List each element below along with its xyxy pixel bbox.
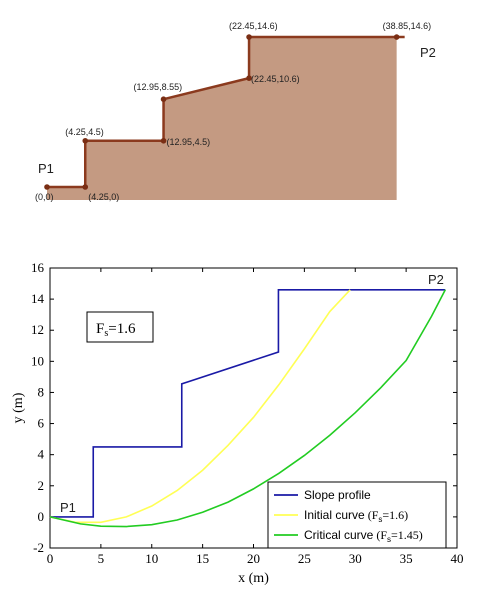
series-line-0 [50,288,446,518]
series-line-1 [49,289,351,524]
vertex-marker [44,184,50,190]
x-tick-label: 30 [349,551,362,566]
y-tick-label: 16 [31,260,45,275]
x-tick-label: 20 [247,551,260,566]
vertex-label: (12.95,8.55) [134,82,183,92]
x-tick-label: 25 [298,551,311,566]
legend-entry-0: Slope profile [304,488,371,502]
x-axis-label: x (m) [238,571,269,586]
y-tick-label: 6 [38,416,45,431]
vertex-marker [160,137,167,144]
fs-annotation-text: Fs=1.6 [96,321,136,339]
vertex-marker [82,137,89,144]
vertex-label: (38.85,14.6) [383,21,432,31]
vertex-label: (22.45,10.6) [251,74,300,84]
y-tick-label: 14 [31,291,45,306]
x-tick-label: 5 [98,551,105,566]
y-tick-label: 10 [31,353,44,368]
y-tick-label: 8 [38,384,45,399]
vertex-marker [82,184,89,190]
legend-entry-1: Initial curve (Fs=1.6) [304,508,408,524]
vertex-label: (4.25,4.5) [65,127,104,137]
slope-geometry-diagram: (0,0) (4.25,0) (4.25,4.5) (12.95,4.5) (12.95… [35,21,436,202]
vertex-marker [246,34,252,40]
y-tick-label: 4 [38,447,45,462]
x-tick-label: 15 [196,551,209,566]
chart-point-label-p1: P1 [60,500,76,515]
y-axis-label: y (m) [11,392,26,423]
y-tick-label: -2 [33,540,44,555]
x-tick-label: 40 [451,551,464,566]
fs-annotation-box [86,311,154,343]
x-tick-label: 10 [145,551,158,566]
vertex-label: (12.95,4.5) [167,137,211,147]
point-label-p2: P2 [420,45,436,60]
vertex-label: (0,0) [35,192,54,202]
vertex-marker [393,34,400,40]
vertex-marker [160,96,167,102]
y-tick-label: 2 [38,478,45,493]
y-tick-label: 12 [31,322,44,337]
vertex-label: (22.45,14.6) [229,21,278,31]
series-line-2 [49,289,447,528]
y-tick-label: 0 [38,509,45,524]
x-tick-label: 35 [400,551,413,566]
legend-entry-2: Critical curve (Fs=1.45) [304,528,423,544]
point-label-p1: P1 [38,161,54,176]
soil-body [47,37,397,200]
x-tick-label: 0 [47,551,54,566]
vertex-marker [246,75,252,81]
chart-point-label-p2: P2 [428,272,444,287]
vertex-label: (4.25,0) [88,192,119,202]
